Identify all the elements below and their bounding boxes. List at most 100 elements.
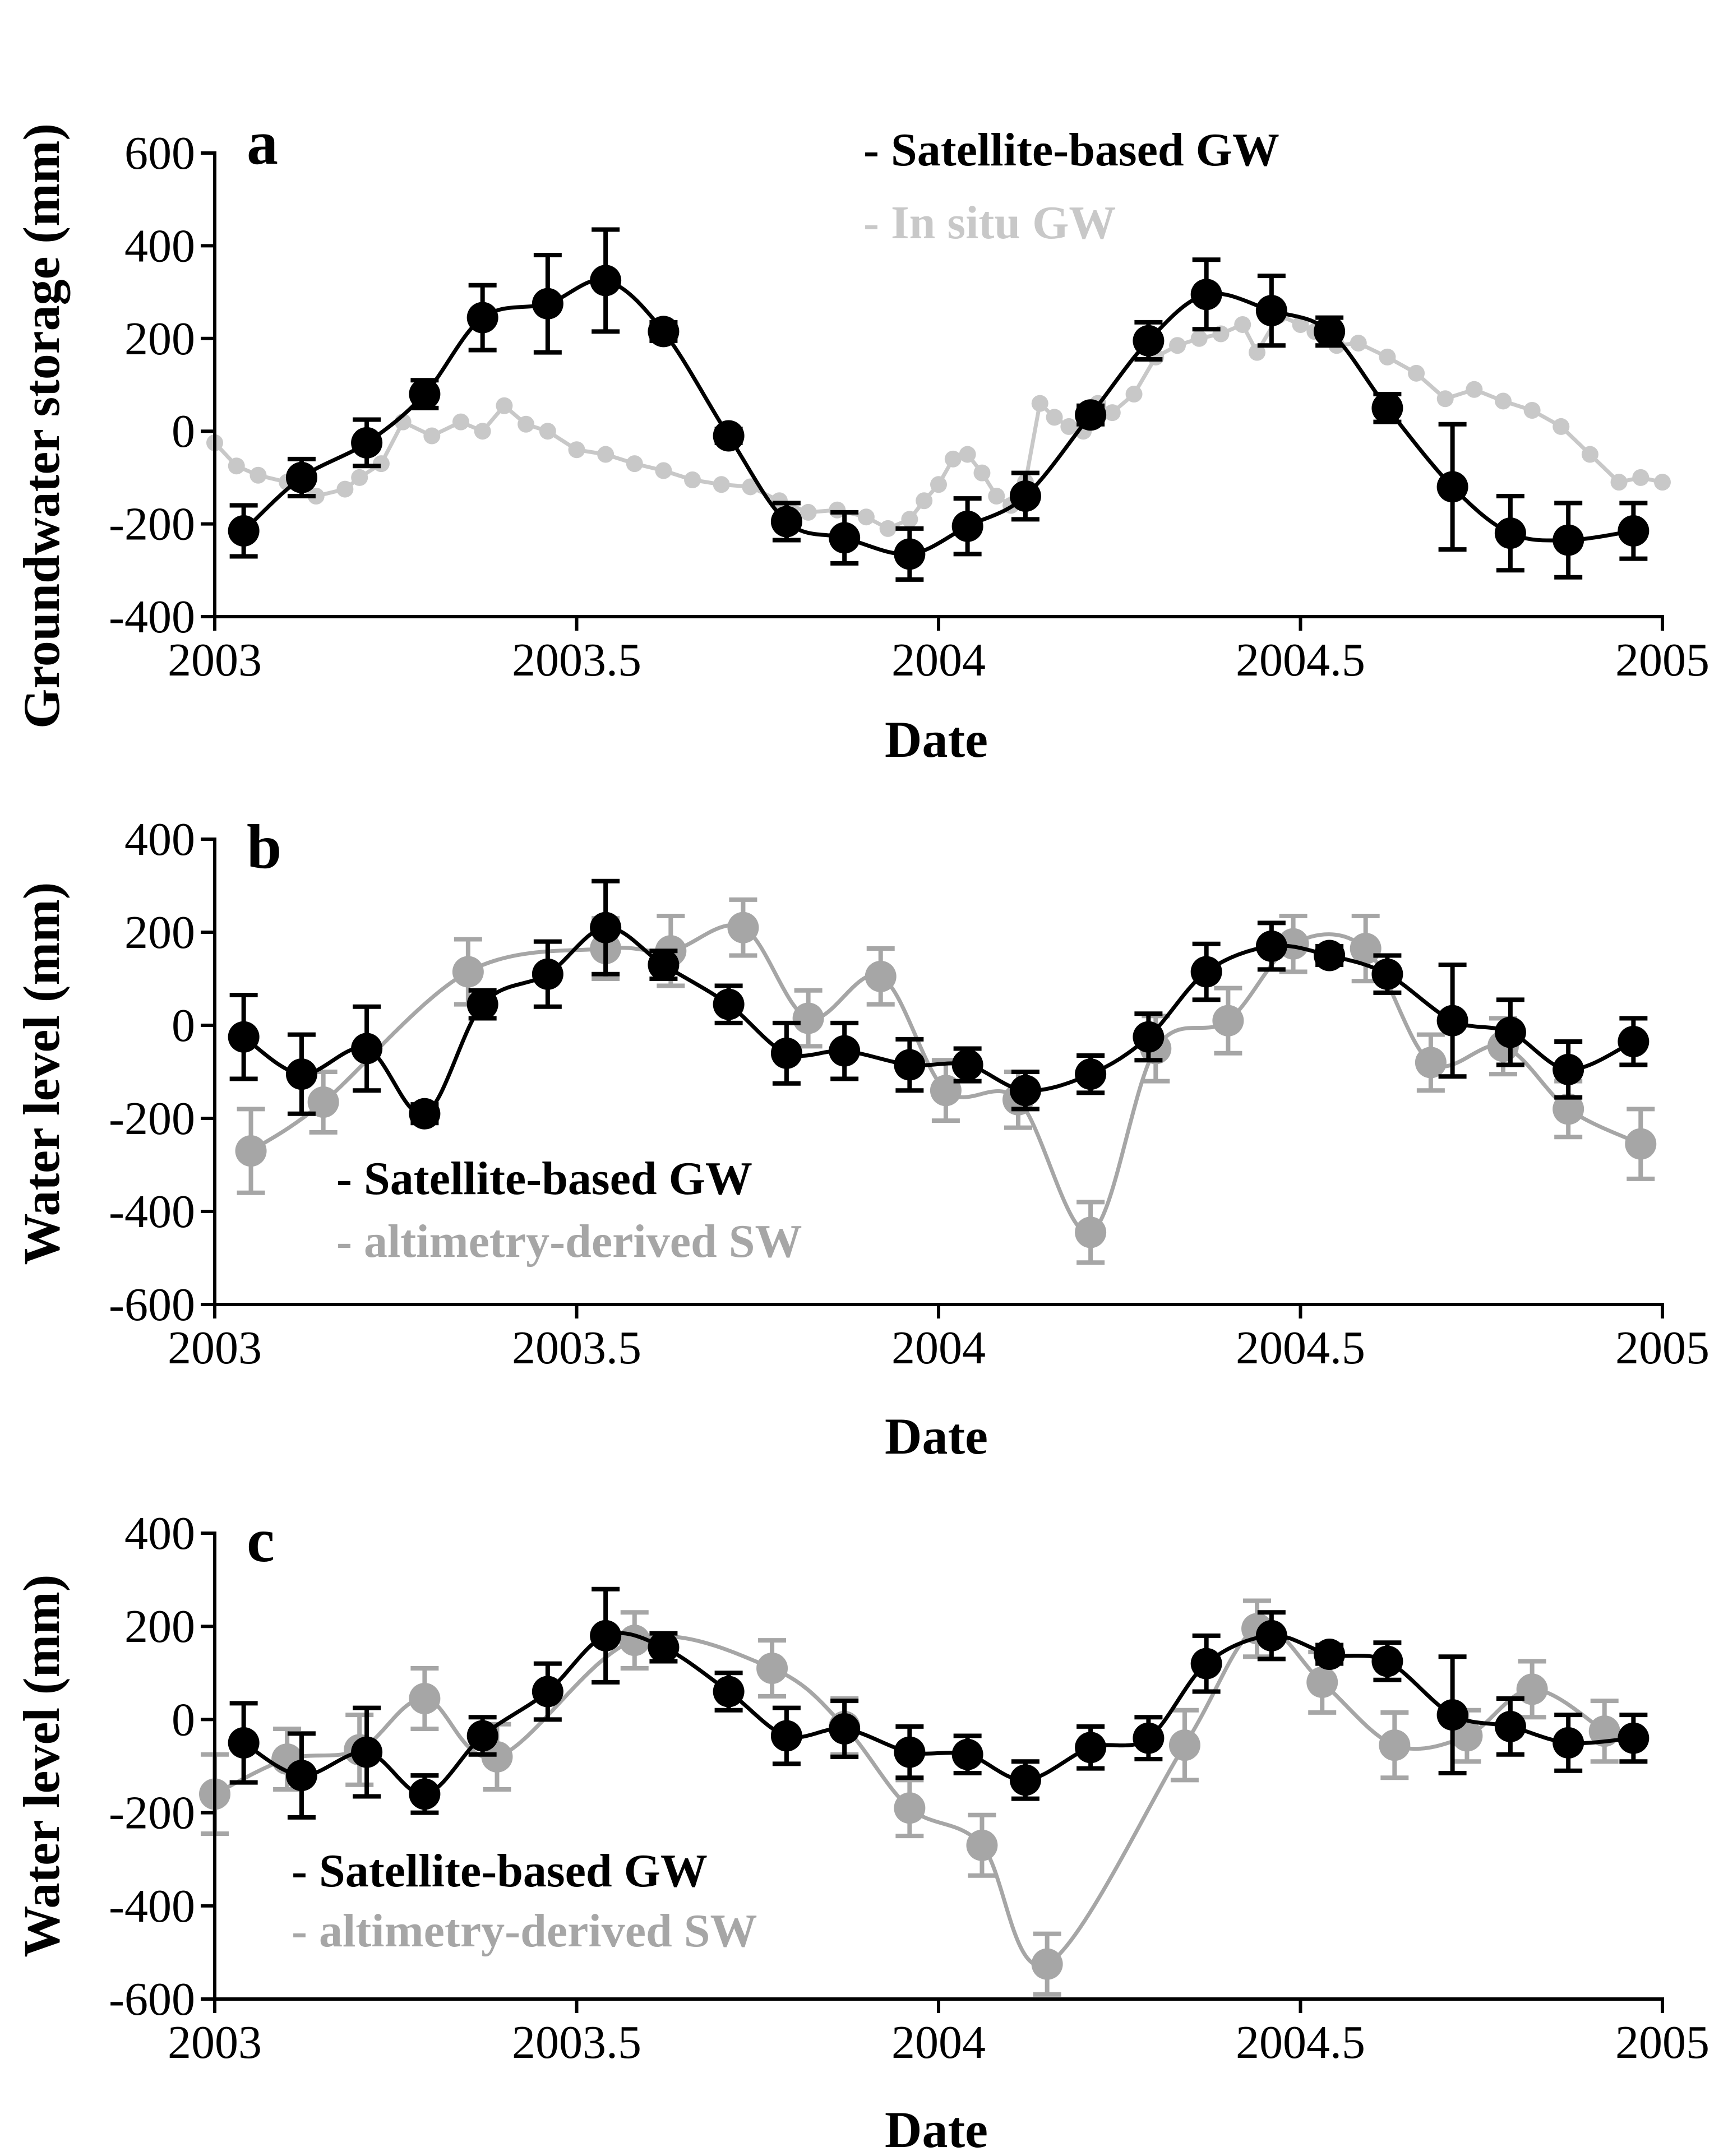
panel-a-series-0-point-1 xyxy=(285,461,317,493)
panel-a-legend-entry-0: - Satellite-based GW xyxy=(863,124,1279,176)
panel-a-series-0 xyxy=(228,227,1650,582)
panel-b-y-tick-label-2: -200 xyxy=(109,1093,195,1145)
panel-a-series-1-point-21 xyxy=(742,478,759,496)
panel-b-x-tick-label-3: 2004.5 xyxy=(1236,1322,1365,1374)
panel-c-series-0-point-18 xyxy=(1314,1639,1346,1671)
panel-c-series-0-point-15 xyxy=(1133,1722,1165,1754)
panel-a-legend: - Satellite-based GW - In situ GW xyxy=(863,124,1279,249)
panel-a-series-0-point-9 xyxy=(770,506,802,538)
panel-c-y-tick-label-0: -600 xyxy=(109,1973,195,2025)
panel-a-series-1-point-54 xyxy=(1379,348,1396,365)
panel-a-series-1-point-47 xyxy=(1234,316,1251,333)
panel-b-series-1 xyxy=(235,897,1657,1265)
panel-b-series-0-point-1 xyxy=(285,1058,317,1090)
panel-c-series-0-point-21 xyxy=(1494,1710,1526,1742)
panel-c-series-0-point-16 xyxy=(1190,1648,1222,1680)
panel-c-series-0-point-14 xyxy=(1075,1732,1107,1764)
panel-b-series-1-point-12 xyxy=(1212,1005,1244,1037)
panel-a-y-tick-label-0: -400 xyxy=(109,591,195,643)
panel-a-series-1-point-18 xyxy=(655,462,672,479)
panel-c-series-0-point-8 xyxy=(713,1676,745,1708)
panel-b-y-tick-label-4: 200 xyxy=(124,906,195,959)
panel-c-series-0-point-7 xyxy=(648,1631,680,1663)
panel-c-y-tick-label-1: -400 xyxy=(109,1880,195,1932)
panel-c-x-tick-label-3: 2004.5 xyxy=(1236,2016,1365,2069)
panel-b: b - Satellite-based GW - altimetry-deriv… xyxy=(13,812,1709,1465)
panel-a-series-1-point-15 xyxy=(568,441,585,459)
panel-b-series-0-point-17 xyxy=(1255,930,1287,962)
panel-a-series-1-point-11 xyxy=(474,423,491,440)
panel-b-plot-area xyxy=(228,878,1657,1265)
panel-a-series-1-point-26 xyxy=(879,520,897,537)
panel-a-series-1-point-27 xyxy=(901,511,918,528)
panel-c-series-1-point-9 xyxy=(966,1829,998,1861)
panel-a-series-0-point-4 xyxy=(466,302,498,334)
panel-a-series-0-point-12 xyxy=(951,510,983,542)
panel-b-y-tick-label-3: 0 xyxy=(172,1000,195,1052)
panel-b-y-tick-label-5: 400 xyxy=(124,813,195,866)
panel-c-series-1-point-3 xyxy=(409,1683,441,1715)
panel-c-x-tick-label-1: 2003.5 xyxy=(512,2016,641,2069)
panel-a-x-tick-label-3: 2004.5 xyxy=(1236,634,1365,686)
panel-c-series-1-point-13 xyxy=(1306,1666,1338,1698)
panel-c-series-0-point-5 xyxy=(532,1676,563,1708)
panel-c-series-0-point-13 xyxy=(1009,1764,1041,1796)
panel-c-x-tick-label-2: 2004 xyxy=(891,2016,986,2069)
panel-b-series-0-point-9 xyxy=(770,1037,802,1069)
panel-c-legend: - Satellite-based GW - altimetry-derived… xyxy=(292,1845,757,1957)
panel-a-series-0-point-19 xyxy=(1371,392,1403,424)
panel-a-series-1-point-1 xyxy=(228,457,245,475)
panel-a-series-1-point-64 xyxy=(1654,474,1671,491)
panel-a-series-1-point-9 xyxy=(423,427,441,445)
panel-b-series-1-point-15 xyxy=(1415,1047,1447,1079)
panel-a-series-1-point-4 xyxy=(307,487,325,505)
panel-b-series-1-point-7 xyxy=(865,960,897,992)
panel-c-series-0-point-9 xyxy=(770,1720,802,1752)
panel-a-series-0-point-8 xyxy=(713,420,745,452)
panel-a-series-1-point-19 xyxy=(684,471,701,489)
panel-c-series-0-point-11 xyxy=(894,1736,926,1768)
panel-c-plot-area xyxy=(199,1586,1650,1997)
panel-a-x-tick-label-2: 2004 xyxy=(891,634,986,686)
panel-b-series-0-point-7 xyxy=(648,949,680,981)
panel-c-series-0-point-10 xyxy=(829,1713,861,1745)
panel-b-series-0-point-16 xyxy=(1190,956,1222,988)
panel-c-legend-entry-0: - Satellite-based GW xyxy=(292,1845,708,1897)
panel-b-series-1-point-0 xyxy=(235,1135,267,1167)
panel-a-x-axis-title: Date xyxy=(885,711,988,768)
panel-a-y-tick-label-5: 600 xyxy=(124,127,195,179)
panel-a-legend-entry-1: - In situ GW xyxy=(863,197,1116,249)
panel-b-series-0-point-11 xyxy=(894,1049,926,1081)
panel-c-letter: c xyxy=(247,1506,275,1575)
panel-a-series-1-point-10 xyxy=(452,413,469,431)
panel-b-series-0-point-10 xyxy=(829,1035,861,1067)
panel-b-series-0-point-14 xyxy=(1075,1058,1107,1090)
panel-a-letter: a xyxy=(247,108,278,178)
panel-c-series-0-point-2 xyxy=(351,1736,383,1768)
panel-b-series-0-point-0 xyxy=(228,1021,260,1053)
panel-a-series-1-point-59 xyxy=(1523,401,1541,419)
panel-a-series-0-point-23 xyxy=(1618,515,1650,547)
panel-a-series-0-point-11 xyxy=(894,538,926,570)
panel-a-series-1-point-31 xyxy=(959,446,976,463)
panel-a-series-1-point-44 xyxy=(1169,337,1186,354)
panel-c-series-1-point-14 xyxy=(1379,1729,1411,1761)
panel-c-y-tick-label-2: -200 xyxy=(109,1787,195,1839)
panel-a-series-1-point-14 xyxy=(539,423,556,440)
panel-a-y-axis-title: Groundwater storage (mm) xyxy=(13,123,70,729)
panel-c-x-axis-title: Date xyxy=(885,2101,988,2156)
panel-a-series-0-point-20 xyxy=(1436,471,1468,503)
panel-c-y-tick-label-3: 0 xyxy=(172,1694,195,1746)
panel-c-series-0-point-12 xyxy=(951,1738,983,1770)
panel-b-series-0-point-20 xyxy=(1436,1005,1468,1037)
panel-c-series-0-point-3 xyxy=(409,1778,441,1810)
panel-a-series-1-point-17 xyxy=(626,455,643,473)
panel-b-series-1-point-17 xyxy=(1553,1093,1584,1125)
panel-c-y-tick-label-5: 400 xyxy=(124,1507,195,1560)
panel-a-series-0-point-16 xyxy=(1190,279,1222,311)
panel-a-y-tick-label-1: -200 xyxy=(109,498,195,550)
panel-b-series-1-point-18 xyxy=(1625,1128,1657,1160)
panel-b-y-axis-title: Water level (mm) xyxy=(13,882,70,1265)
panel-a-y-tick-label-3: 200 xyxy=(124,313,195,365)
panel-b-legend: - Satellite-based GW - altimetry-derived… xyxy=(336,1153,802,1267)
